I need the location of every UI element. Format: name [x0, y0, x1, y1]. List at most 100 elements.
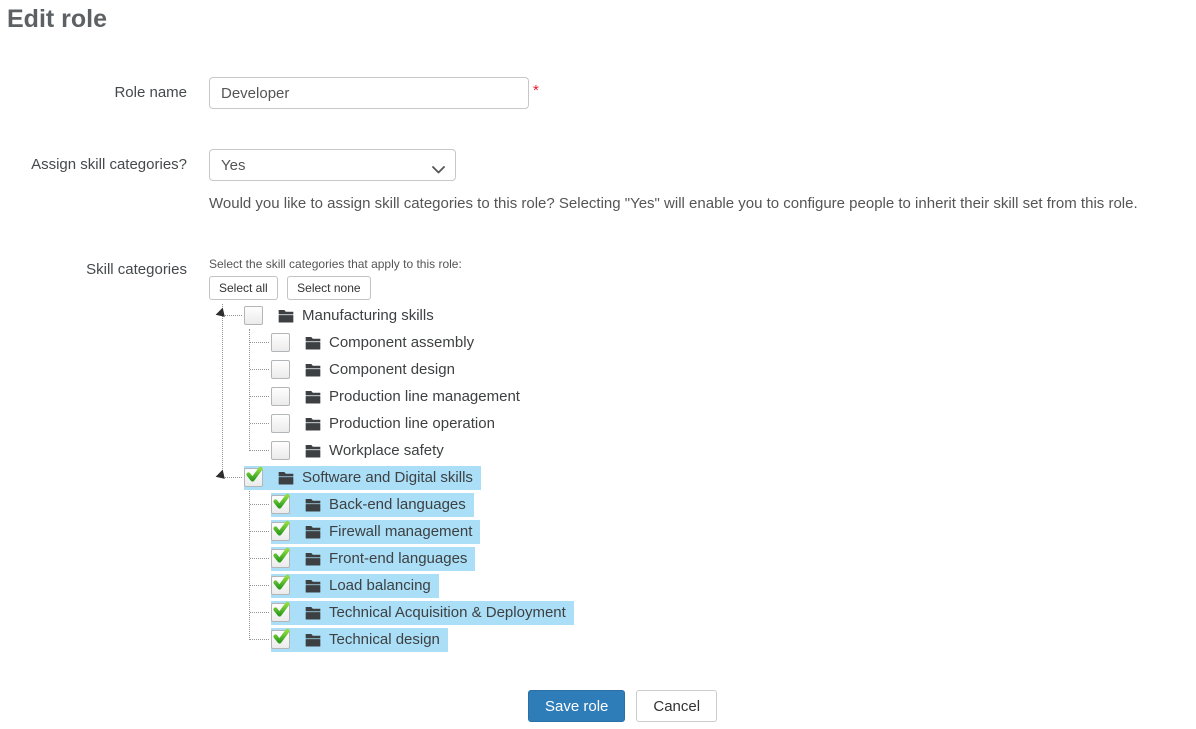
tree-checkbox[interactable] [271, 574, 290, 595]
tree-child-node: Component assembly [218, 329, 574, 356]
assign-skill-categories-select-wrap: Yes [209, 149, 456, 181]
tree-node-label[interactable]: Back-end languages [329, 496, 466, 513]
tree-node-content: Front-end languages [271, 546, 476, 571]
tree-node-content: Manufacturing skills [244, 304, 442, 328]
skill-categories-tree: Manufacturing skills Component assembly Co… [215, 302, 574, 653]
tree-child-node: Back-end languages [218, 491, 574, 518]
tree-checkbox[interactable] [271, 360, 290, 379]
assign-skill-categories-select[interactable]: Yes [209, 149, 456, 181]
tree-node-content: Firewall management [271, 519, 481, 544]
tree-toolbar: Select all Select none [209, 276, 376, 300]
tree-node-row: Load balancing [218, 572, 574, 599]
tree-children-list: Back-end languages Firewall management Fro… [218, 491, 574, 653]
tree-node-content: Production line operation [271, 412, 503, 436]
tree-node-row: Firewall management [218, 518, 574, 545]
tree-child-node: Workplace safety [218, 437, 574, 464]
folder-icon [305, 633, 321, 647]
tree-root-node: Software and Digital skills Back-end lang… [215, 464, 574, 653]
tree-node-content: Back-end languages [271, 492, 474, 517]
folder-icon [278, 471, 294, 485]
tree-node-label[interactable]: Manufacturing skills [302, 307, 434, 324]
tree-node-label[interactable]: Component design [329, 361, 455, 378]
folder-icon [305, 552, 321, 566]
required-asterisk: * [533, 82, 539, 99]
expander-open-icon[interactable] [215, 307, 229, 321]
tree-checkbox[interactable] [244, 306, 263, 325]
assign-skill-categories-label: Assign skill categories? [31, 156, 187, 173]
tree-checkbox[interactable] [271, 628, 290, 649]
tree-node-row: Technical design [218, 626, 574, 653]
tree-child-node: Load balancing [218, 572, 574, 599]
tree-node-row: Manufacturing skills [215, 302, 574, 329]
tree-node-content: Technical Acquisition & Deployment [271, 600, 574, 625]
tree-node-row: Software and Digital skills [215, 464, 574, 491]
select-all-button[interactable]: Select all [209, 276, 278, 300]
tree-checkbox[interactable] [271, 333, 290, 352]
tree-node-row: Back-end languages [218, 491, 574, 518]
tree-checkbox[interactable] [271, 547, 290, 568]
tree-node-content: Workplace safety [271, 439, 452, 463]
tree-children-list: Component assembly Component design Produc… [218, 329, 574, 464]
tree-child-node: Front-end languages [218, 545, 574, 572]
tree-child-node: Technical Acquisition & Deployment [218, 599, 574, 626]
page-title: Edit role [7, 5, 108, 33]
tree-node-label[interactable]: Technical design [329, 631, 440, 648]
expander-open-icon[interactable] [215, 469, 229, 483]
tree-node-label[interactable]: Production line operation [329, 415, 495, 432]
tree-node-row: Component design [218, 356, 574, 383]
folder-icon [305, 336, 321, 350]
tree-child-node: Production line management [218, 383, 574, 410]
tree-node-label[interactable]: Front-end languages [329, 550, 468, 567]
tree-root-node: Manufacturing skills Component assembly Co… [215, 302, 574, 464]
tree-child-node: Component design [218, 356, 574, 383]
save-role-button[interactable]: Save role [528, 690, 626, 722]
folder-icon [305, 498, 321, 512]
assign-help-text: Would you like to assign skill categorie… [209, 195, 1138, 212]
tree-child-node: Technical design [218, 626, 574, 653]
tree-node-label[interactable]: Workplace safety [329, 442, 444, 459]
skill-categories-hint: Select the skill categories that apply t… [209, 257, 462, 271]
tree-checkbox[interactable] [271, 441, 290, 460]
cancel-button[interactable]: Cancel [636, 690, 718, 722]
tree-node-label[interactable]: Software and Digital skills [302, 469, 473, 486]
tree-node-content: Component design [271, 358, 463, 382]
folder-icon [305, 606, 321, 620]
tree-child-node: Production line operation [218, 410, 574, 437]
folder-icon [305, 525, 321, 539]
tree-node-content: Load balancing [271, 573, 439, 598]
tree-checkbox[interactable] [271, 601, 290, 622]
tree-node-label[interactable]: Production line management [329, 388, 520, 405]
tree-node-content: Software and Digital skills [244, 465, 481, 490]
tree-node-content: Production line management [271, 385, 528, 409]
tree-node-row: Front-end languages [218, 545, 574, 572]
tree-node-content: Technical design [271, 627, 448, 652]
folder-icon [305, 390, 321, 404]
tree-root-list: Manufacturing skills Component assembly Co… [215, 302, 574, 653]
tree-node-row: Production line operation [218, 410, 574, 437]
tree-connector-line [222, 304, 223, 477]
tree-checkbox[interactable] [271, 387, 290, 406]
tree-node-label[interactable]: Component assembly [329, 334, 475, 351]
role-name-label: Role name [114, 84, 187, 101]
select-none-button[interactable]: Select none [287, 276, 371, 300]
tree-checkbox[interactable] [271, 414, 290, 433]
form-actions: Save role Cancel [528, 690, 718, 722]
tree-node-label[interactable]: Technical Acquisition & Deployment [329, 604, 566, 621]
folder-icon [305, 579, 321, 593]
tree-checkbox[interactable] [271, 520, 290, 541]
tree-node-row: Component assembly [218, 329, 574, 356]
skill-categories-label: Skill categories [86, 261, 187, 278]
tree-checkbox[interactable] [244, 466, 263, 487]
folder-icon [305, 363, 321, 377]
tree-node-row: Workplace safety [218, 437, 574, 464]
tree-node-label[interactable]: Firewall management [329, 523, 473, 540]
tree-checkbox[interactable] [271, 493, 290, 514]
folder-icon [278, 309, 294, 323]
tree-node-label[interactable]: Load balancing [329, 577, 431, 594]
role-name-input[interactable] [209, 77, 529, 109]
folder-icon [305, 444, 321, 458]
tree-node-row: Technical Acquisition & Deployment [218, 599, 574, 626]
tree-child-node: Firewall management [218, 518, 574, 545]
folder-icon [305, 417, 321, 431]
tree-node-content: Component assembly [271, 331, 482, 355]
